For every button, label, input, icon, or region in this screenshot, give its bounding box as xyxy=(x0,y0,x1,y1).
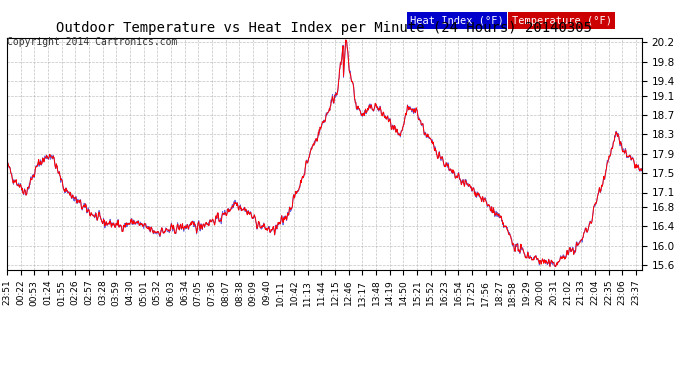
Title: Outdoor Temperature vs Heat Index per Minute (24 Hours) 20140305: Outdoor Temperature vs Heat Index per Mi… xyxy=(57,21,592,35)
Text: Copyright 2014 Cartronics.com: Copyright 2014 Cartronics.com xyxy=(7,37,177,47)
Text: Heat Index (°F): Heat Index (°F) xyxy=(410,15,504,26)
Text: Temperature (°F): Temperature (°F) xyxy=(511,15,611,26)
